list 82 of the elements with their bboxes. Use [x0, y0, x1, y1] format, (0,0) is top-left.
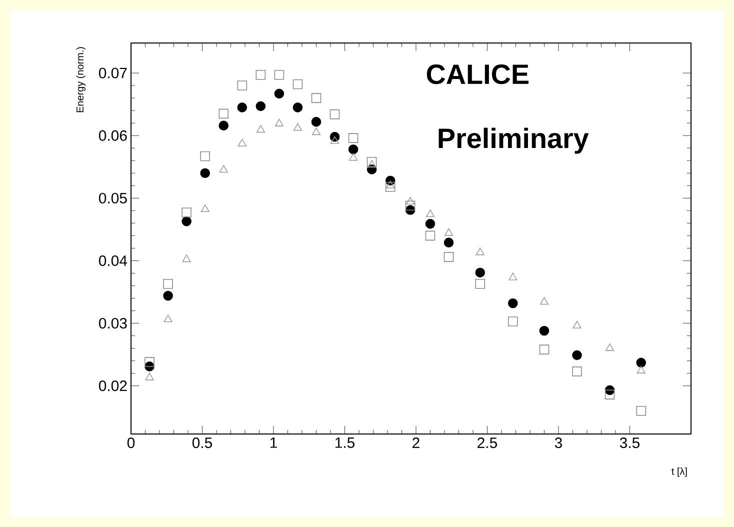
point [238, 138, 246, 146]
point [444, 228, 454, 236]
point [274, 70, 284, 80]
point [348, 133, 358, 143]
point [406, 197, 415, 205]
point [475, 268, 486, 278]
point [237, 80, 248, 90]
y-axis-title: Energy (norm.) [76, 47, 86, 112]
point [144, 357, 154, 367]
point [476, 248, 484, 256]
point [311, 93, 322, 103]
y-tick-label: 0.05 [98, 192, 127, 204]
y-tick-label: 0.07 [98, 68, 127, 78]
point [636, 366, 646, 374]
point [572, 320, 582, 328]
point [218, 108, 229, 119]
point [292, 79, 303, 90]
point [636, 358, 646, 368]
point [605, 343, 614, 351]
point [368, 160, 376, 168]
point [385, 182, 396, 192]
point [508, 316, 518, 326]
point [200, 151, 210, 162]
point [425, 218, 436, 229]
point [293, 123, 302, 131]
point [572, 366, 582, 376]
point [182, 254, 191, 262]
x-tick-label: 1.5 [336, 438, 355, 448]
point [366, 156, 377, 167]
x-tick-label: 1 [270, 438, 277, 448]
point [312, 128, 321, 136]
point [426, 210, 435, 218]
point [219, 165, 228, 173]
x-tick-label: 0 [127, 438, 135, 448]
x-tick-label: 0.5 [192, 438, 212, 448]
point [539, 326, 550, 336]
point [330, 136, 340, 144]
point [182, 216, 192, 226]
point [475, 278, 486, 289]
point [200, 168, 210, 178]
y-tick-label: 0.06 [98, 130, 127, 141]
point [256, 101, 266, 112]
point [572, 350, 582, 360]
x-tick-label: 3 [554, 438, 562, 448]
point [330, 109, 340, 120]
annotation: Preliminary [438, 128, 589, 154]
point [256, 70, 266, 80]
point [425, 230, 436, 241]
point [200, 204, 210, 212]
x-axis-title: t [λ] [672, 468, 687, 477]
point [540, 297, 549, 305]
point [508, 272, 518, 280]
point [444, 238, 454, 248]
annotation: CALICE [426, 64, 528, 84]
point [604, 390, 615, 400]
point [218, 120, 229, 130]
x-tick-label: 3.5 [620, 438, 640, 448]
point [386, 180, 395, 188]
point [349, 153, 358, 161]
point [163, 278, 173, 289]
point [405, 205, 416, 215]
point [508, 298, 518, 308]
x-tick-label: 2 [412, 438, 420, 448]
point [256, 125, 265, 133]
point [274, 88, 284, 99]
point [444, 252, 454, 262]
y-tick-label: 0.02 [98, 380, 127, 392]
point [274, 118, 284, 126]
point [163, 290, 173, 301]
x-tick-label: 2.5 [478, 438, 498, 448]
y-tick-label: 0.04 [98, 255, 128, 266]
point [348, 144, 358, 154]
point [311, 116, 322, 127]
point [636, 406, 646, 416]
point [237, 102, 248, 112]
point [292, 102, 303, 112]
point [405, 200, 416, 211]
point [145, 372, 154, 380]
point [539, 344, 550, 354]
point [164, 314, 172, 322]
y-tick-label: 0.03 [98, 318, 127, 329]
point [182, 208, 192, 218]
